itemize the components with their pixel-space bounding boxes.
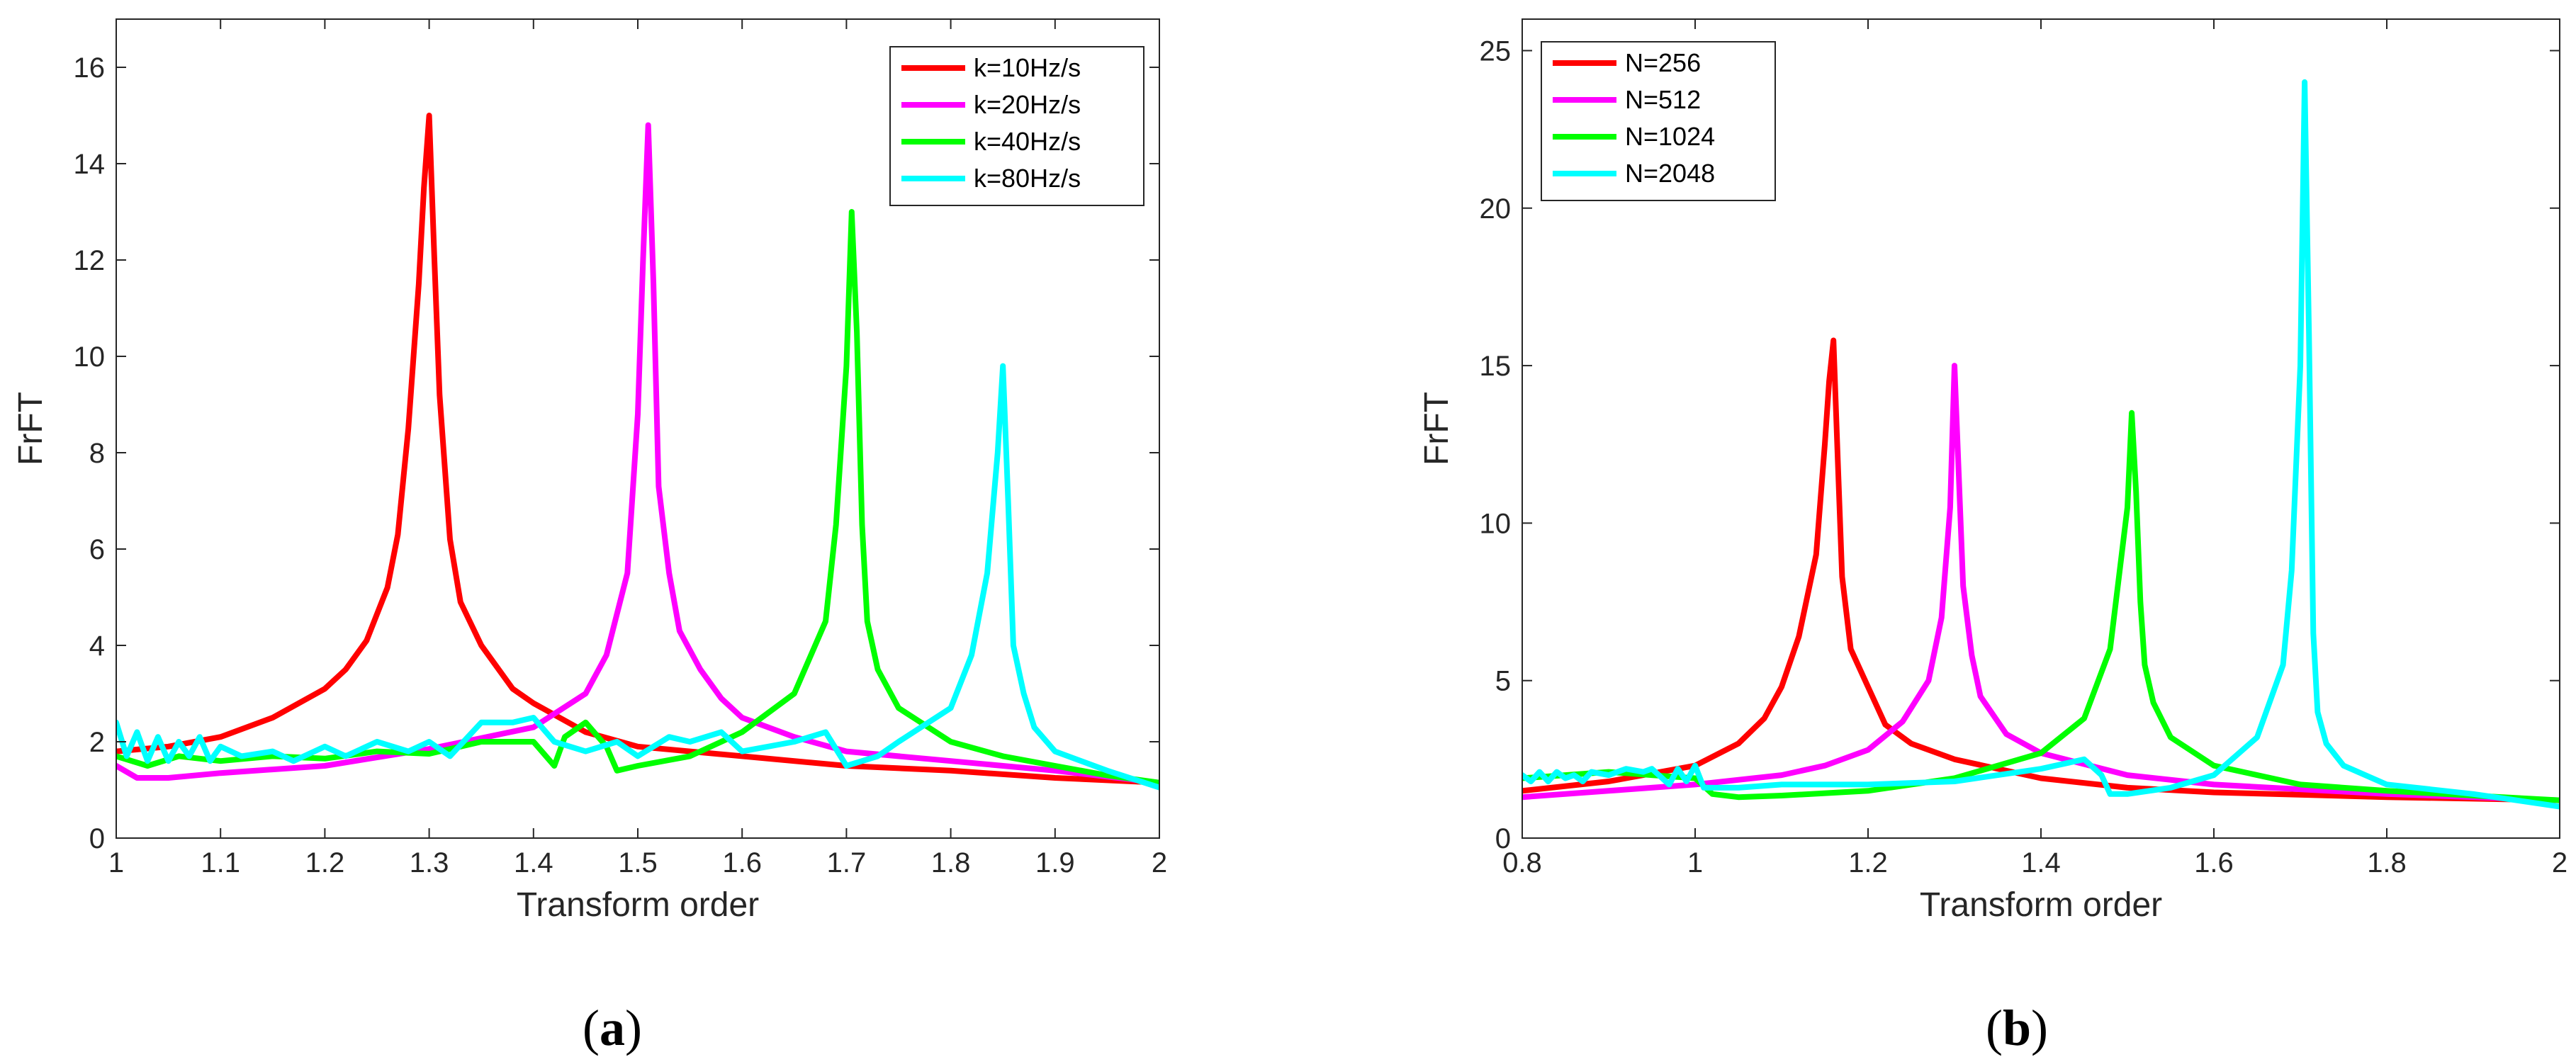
x-tick-label: 1.6 bbox=[722, 847, 762, 878]
series-group bbox=[1522, 79, 2560, 810]
caption-letter: b bbox=[2003, 1000, 2031, 1056]
legend-label-1: k=20Hz/s bbox=[974, 90, 1081, 119]
series-line-3 bbox=[116, 363, 1159, 791]
y-tick-label: 14 bbox=[74, 149, 106, 180]
x-tick-label: 1.8 bbox=[931, 847, 971, 878]
x-tick-label: 0.8 bbox=[1502, 847, 1542, 878]
x-tick-label: 1 bbox=[108, 847, 124, 878]
panel-caption: (b) bbox=[1986, 1000, 2048, 1056]
y-tick-label: 25 bbox=[1480, 35, 1512, 67]
x-tick-label: 1.8 bbox=[2367, 847, 2407, 878]
series-line-0 bbox=[1522, 337, 2560, 803]
legend-label-1: N=512 bbox=[1625, 85, 1701, 114]
chart-panel-a: 1 1.1 1.2 1.3 1.4 1.5 1.6 1.7 1.8 1.9 2 0 2 4 6 8 10 12 14… bbox=[12, 18, 1167, 1056]
y-tick-label: 0 bbox=[89, 823, 105, 854]
x-tick-label: 1.5 bbox=[618, 847, 658, 878]
legend: N=256 N=512 N=1024 N=2048 bbox=[1541, 41, 1776, 201]
x-tick-label: 1.3 bbox=[410, 847, 449, 878]
y-axis-title: FrFT bbox=[12, 392, 50, 465]
x-tick-label: 2 bbox=[2552, 847, 2567, 878]
y-tick-label: 5 bbox=[1495, 666, 1511, 697]
y-tick-label: 16 bbox=[74, 52, 106, 84]
y-tick-label: 12 bbox=[74, 245, 106, 276]
legend-label-2: N=1024 bbox=[1625, 122, 1715, 151]
x-tick-label: 1 bbox=[1687, 847, 1703, 878]
y-tick-label: 8 bbox=[89, 438, 105, 469]
caption-close-paren: ) bbox=[2031, 1000, 2048, 1056]
x-tick-label: 2 bbox=[1152, 847, 1167, 878]
caption-open-paren: ( bbox=[1986, 1000, 2003, 1056]
y-tick-label: 2 bbox=[89, 727, 105, 758]
x-axis-title: Transform order bbox=[1920, 886, 2162, 924]
y-tick-label: 4 bbox=[89, 631, 105, 662]
x-tick-label: 1.7 bbox=[827, 847, 867, 878]
series-line-2 bbox=[1522, 409, 2560, 803]
x-axis-title: Transform order bbox=[517, 886, 759, 924]
caption-open-paren: ( bbox=[583, 1000, 600, 1056]
legend-label-0: N=256 bbox=[1625, 48, 1701, 77]
series-line-1 bbox=[1522, 363, 2560, 803]
caption-letter: a bbox=[600, 1000, 625, 1056]
panel-caption: (a) bbox=[583, 1000, 642, 1056]
series-line-3 bbox=[1522, 79, 2560, 810]
legend: k=10Hz/s k=20Hz/s k=40Hz/s k=80Hz/s bbox=[889, 46, 1144, 206]
y-tick-label: 10 bbox=[74, 341, 106, 373]
y-tick-label: 10 bbox=[1480, 508, 1512, 539]
y-tick-label: 0 bbox=[1495, 823, 1511, 854]
x-tick-label: 1.1 bbox=[201, 847, 240, 878]
y-tick-label: 20 bbox=[1480, 193, 1512, 225]
y-axis-title: FrFT bbox=[1418, 392, 1456, 465]
x-tick-label: 1.4 bbox=[514, 847, 553, 878]
legend-label-3: N=2048 bbox=[1625, 159, 1715, 188]
x-tick-label: 1.9 bbox=[1035, 847, 1075, 878]
series-line-0 bbox=[116, 113, 1159, 786]
x-tick-label: 1.2 bbox=[305, 847, 345, 878]
series-group bbox=[116, 113, 1159, 791]
caption-close-paren: ) bbox=[625, 1000, 642, 1056]
legend-label-2: k=40Hz/s bbox=[974, 127, 1081, 156]
x-tick-label: 1.6 bbox=[2194, 847, 2234, 878]
legend-label-0: k=10Hz/s bbox=[974, 53, 1081, 82]
series-line-1 bbox=[116, 122, 1159, 786]
x-tick-label: 1.4 bbox=[2021, 847, 2061, 878]
y-tick-label: 6 bbox=[89, 534, 105, 565]
x-tick-label: 1.2 bbox=[1848, 847, 1888, 878]
y-tick-label: 15 bbox=[1480, 351, 1512, 382]
legend-label-3: k=80Hz/s bbox=[974, 164, 1081, 193]
